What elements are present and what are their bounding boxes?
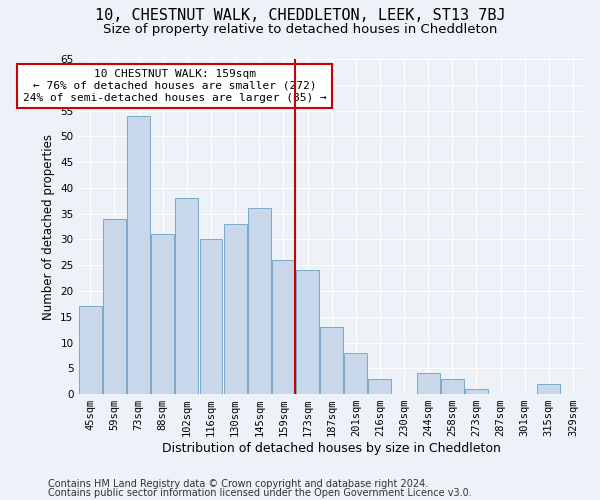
Bar [200, 240, 223, 394]
Bar [175, 198, 199, 394]
Text: 10, CHESTNUT WALK, CHEDDLETON, LEEK, ST13 7BJ: 10, CHESTNUT WALK, CHEDDLETON, LEEK, ST1… [95, 8, 505, 22]
Bar [127, 116, 150, 394]
Bar [344, 353, 367, 394]
X-axis label: Distribution of detached houses by size in Cheddleton: Distribution of detached houses by size … [162, 442, 501, 455]
Bar [417, 374, 440, 394]
Bar [320, 327, 343, 394]
Bar [224, 224, 247, 394]
Bar [151, 234, 174, 394]
Text: Contains HM Land Registry data © Crown copyright and database right 2024.: Contains HM Land Registry data © Crown c… [48, 479, 428, 489]
Bar [248, 208, 271, 394]
Y-axis label: Number of detached properties: Number of detached properties [41, 134, 55, 320]
Text: 10 CHESTNUT WALK: 159sqm
← 76% of detached houses are smaller (272)
24% of semi-: 10 CHESTNUT WALK: 159sqm ← 76% of detach… [23, 70, 326, 102]
Bar [296, 270, 319, 394]
Text: Size of property relative to detached houses in Cheddleton: Size of property relative to detached ho… [103, 22, 497, 36]
Bar [441, 378, 464, 394]
Text: Contains public sector information licensed under the Open Government Licence v3: Contains public sector information licen… [48, 488, 472, 498]
Bar [368, 378, 391, 394]
Bar [103, 219, 126, 394]
Bar [465, 389, 488, 394]
Bar [272, 260, 295, 394]
Bar [79, 306, 102, 394]
Bar [538, 384, 560, 394]
